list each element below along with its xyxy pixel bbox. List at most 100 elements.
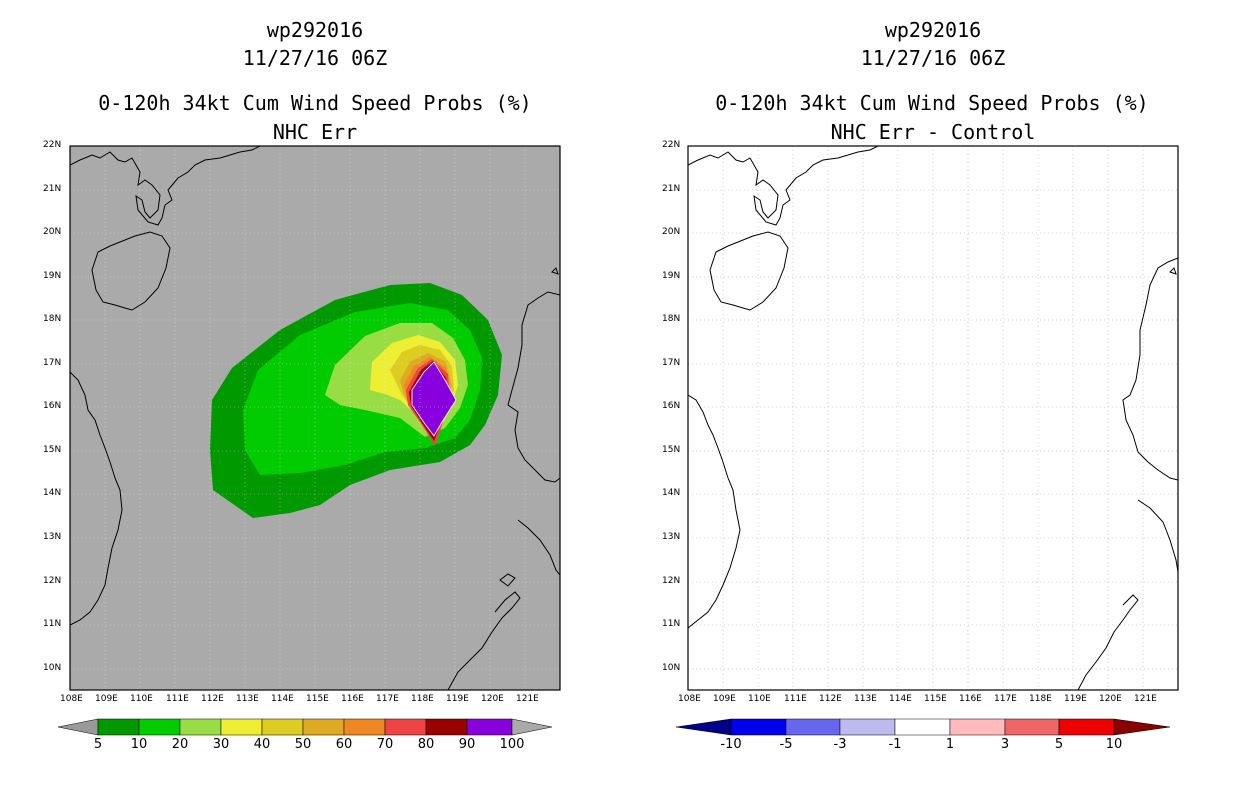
left-gridlines	[70, 146, 560, 690]
left-colorbar-high-arrow	[511, 718, 553, 736]
coast-mindoro	[517, 519, 560, 576]
left-lon-116e: 116E	[341, 694, 364, 704]
left-subtitle: NHC Err	[272, 120, 358, 144]
right-colorbar-label-3: 3	[1000, 737, 1010, 752]
coast-china-south-r	[688, 146, 879, 226]
left-coastlines	[70, 146, 560, 690]
contour-90-100-white-edge	[411, 361, 457, 437]
left-lat-11n: 11N	[43, 619, 62, 629]
right-storm-id: wp292016	[884, 18, 982, 42]
right-lat-16n: 16N	[662, 401, 681, 411]
left-colorbar-label-90: 90	[458, 737, 476, 752]
left-colorbar-swatch-5	[261, 718, 304, 736]
left-colorbar-label-20: 20	[171, 737, 189, 752]
right-lat-18n: 18N	[662, 314, 681, 324]
left-lon-119e: 119E	[446, 694, 469, 704]
left-lat-16n: 16N	[43, 401, 62, 411]
right-colorbar-low-arrow	[675, 718, 732, 736]
left-colorbar-label-30: 30	[212, 737, 230, 752]
left-lat-18n: 18N	[43, 314, 62, 324]
right-lat-12n: 12N	[662, 576, 681, 586]
left-colorbar-swatch-10	[466, 718, 513, 736]
right-colorbar-label-neg1: -1	[888, 737, 902, 752]
right-colorbar-label-neg3: -3	[833, 737, 847, 752]
right-lon-114e: 114E	[889, 694, 912, 704]
left-colorbar-label-60: 60	[335, 737, 353, 752]
left-lat-10n: 10N	[43, 663, 62, 673]
left-lon-120e: 120E	[481, 694, 504, 704]
left-colorbar-label-70: 70	[376, 737, 394, 752]
right-map-frame	[687, 145, 1179, 691]
coast-luzon-r	[1122, 257, 1178, 481]
left-storm-id: wp292016	[266, 18, 364, 42]
left-colorbar-label-10: 10	[130, 737, 148, 752]
left-colorbar-label-40: 40	[253, 737, 271, 752]
left-map-frame	[69, 145, 561, 691]
right-colorbar-label-5: 5	[1054, 737, 1064, 752]
coast-hainan-r	[709, 231, 789, 311]
right-lon-109e: 109E	[713, 694, 736, 704]
coast-vietnam	[70, 371, 123, 626]
right-lat-22n: 22N	[662, 140, 681, 150]
left-colorbar-swatch-6	[302, 718, 345, 736]
right-lat-14n: 14N	[662, 488, 681, 498]
coast-islands-r	[1169, 267, 1177, 275]
left-lon-118e: 118E	[411, 694, 434, 704]
left-colorbar	[57, 718, 553, 736]
left-colorbar-swatch-3	[179, 718, 222, 736]
right-colorbar-swatch-7	[1058, 718, 1115, 736]
right-colorbar-high-arrow	[1113, 718, 1171, 736]
right-lon-120e: 120E	[1099, 694, 1122, 704]
left-lon-114e: 114E	[271, 694, 294, 704]
right-gridlines	[688, 146, 1178, 690]
coast-islands-1	[499, 573, 516, 587]
left-datetime: 11/27/16 06Z	[242, 46, 388, 70]
right-lat-11n: 11N	[662, 619, 681, 629]
left-lon-110e: 110E	[130, 694, 153, 704]
right-map	[687, 145, 1179, 691]
right-colorbar	[675, 718, 1171, 736]
left-colorbar-swatch-1	[97, 718, 140, 736]
coast-hainan	[91, 231, 171, 311]
right-lat-10n: 10N	[662, 663, 681, 673]
coast-islands-2	[551, 267, 559, 275]
left-map	[69, 145, 561, 691]
left-lat-14n: 14N	[43, 488, 62, 498]
left-lon-112e: 112E	[201, 694, 224, 704]
right-colorbar-swatch-1	[730, 718, 787, 736]
coast-palawan	[447, 591, 521, 690]
right-colorbar-swatch-3	[839, 718, 896, 736]
left-colorbar-swatch-7	[343, 718, 386, 736]
right-lon-111e: 111E	[784, 694, 807, 704]
right-datetime: 11/27/16 06Z	[860, 46, 1006, 70]
right-coastlines	[688, 146, 1178, 690]
right-lon-119e: 119E	[1064, 694, 1087, 704]
left-lon-115e: 115E	[306, 694, 329, 704]
right-lat-15n: 15N	[662, 445, 681, 455]
left-lat-15n: 15N	[43, 445, 62, 455]
right-lon-116e: 116E	[959, 694, 982, 704]
left-lat-12n: 12N	[43, 576, 62, 586]
left-lon-108e: 108E	[60, 694, 83, 704]
left-lon-111e: 111E	[166, 694, 189, 704]
left-lon-117e: 117E	[376, 694, 399, 704]
left-colorbar-label-50: 50	[294, 737, 312, 752]
left-colorbar-swatch-8	[384, 718, 427, 736]
right-lat-13n: 13N	[662, 532, 681, 542]
left-product-title: 0-120h 34kt Cum Wind Speed Probs (%)	[98, 91, 532, 115]
right-colorbar-label-neg5: -5	[779, 737, 793, 752]
left-lat-19n: 19N	[43, 271, 62, 281]
right-colorbar-swatch-2	[785, 718, 841, 736]
left-colorbar-label-5: 5	[93, 737, 103, 752]
right-lon-118e: 118E	[1029, 694, 1052, 704]
left-lat-22n: 22N	[43, 140, 62, 150]
left-lon-113e: 113E	[236, 694, 259, 704]
coast-palawan-r	[1077, 594, 1139, 690]
right-lat-20n: 20N	[662, 227, 681, 237]
coast-vietnam-r	[688, 394, 741, 629]
right-colorbar-label-1: 1	[945, 737, 955, 752]
right-lon-112e: 112E	[819, 694, 842, 704]
coast-luzon	[507, 291, 560, 483]
left-lat-17n: 17N	[43, 358, 62, 368]
right-colorbar-swatch-5	[949, 718, 1006, 736]
